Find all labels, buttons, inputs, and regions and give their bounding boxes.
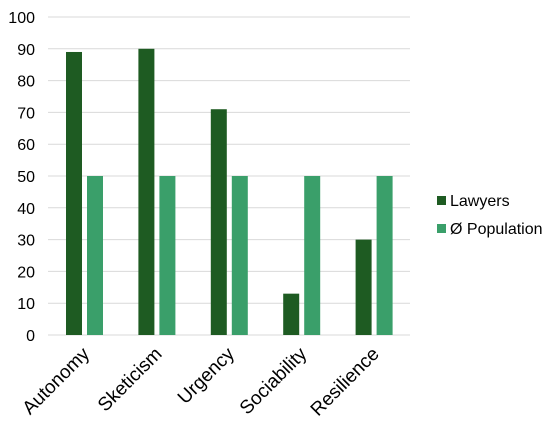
x-category-label-sketicism: Sketicism [94,344,166,416]
bar-population-autonomy [87,176,103,335]
y-tick-label-80: 80 [17,74,35,91]
y-tick-label-30: 30 [17,233,35,250]
y-tick-label-60: 60 [17,137,35,154]
bar-lawyers-urgency [210,109,227,335]
y-tick-label-40: 40 [17,201,35,218]
bar-population-sociability [304,176,321,335]
y-tick-label-0: 0 [26,328,35,345]
bar-population-resilience [376,176,393,335]
y-tick-label-100: 100 [8,10,35,27]
gridlines [48,16,410,336]
bar-population-sketicism [159,176,176,335]
legend-label-lawyers: Lawyers [450,193,510,210]
legend-label-population: Ø Population [450,221,543,238]
y-tick-label-70: 70 [17,105,35,122]
bars [66,48,393,336]
x-category-label-urgency: Urgency [174,343,239,408]
legend-swatch-lawyers [437,196,446,205]
legend-swatch-population [437,224,446,233]
bar-lawyers-resilience [355,239,372,335]
y-tick-label-50: 50 [17,169,35,186]
x-category-label-autonomy: Autonomy [19,343,95,419]
x-category-label-resilience: Resilience [307,344,384,421]
legend: Lawyers Ø Population [437,193,543,238]
y-tick-label-20: 20 [17,264,35,281]
y-tick-label-10: 10 [17,296,35,313]
bar-population-urgency [231,176,248,335]
bar-lawyers-autonomy [66,51,82,335]
x-axis-category-labels: Autonomy Sketicism UrgencySociabilityResil… [19,343,384,420]
bar-lawyers-sociability [283,293,300,335]
bar-lawyers-sketicism [138,48,155,336]
y-tick-label-90: 90 [17,42,35,59]
x-category-label-sociability: Sociability [236,343,312,419]
y-axis-tick-labels: 0 10 20 30 40 50 60 70 80 90 100 [8,10,35,345]
